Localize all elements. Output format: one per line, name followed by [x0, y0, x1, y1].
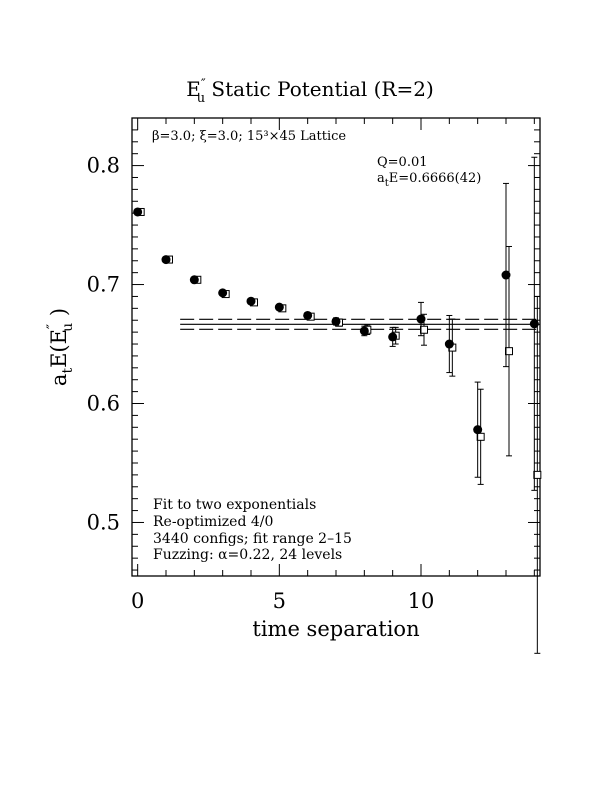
circle-point	[444, 339, 454, 349]
x-tick-label: 5	[273, 589, 286, 613]
circle-point	[274, 302, 284, 312]
circle-point	[189, 275, 199, 285]
circle-point	[133, 207, 143, 217]
circle-point	[246, 296, 256, 306]
note-line-3: 3440 configs; fit range 2–15	[153, 531, 352, 547]
square-point	[533, 470, 542, 479]
x-axis-label: time separation	[252, 617, 419, 641]
fit-band	[180, 318, 540, 330]
square-point	[420, 325, 428, 334]
square-point	[505, 347, 513, 356]
x-tick-label: 10	[408, 589, 435, 613]
lattice-label: β=3.0; ξ=3.0; 15³×45 Lattice	[152, 129, 346, 144]
circle-point	[161, 255, 171, 265]
tick-labels: 0 5 10 0.5 0.6 0.7 0.8	[87, 154, 435, 613]
note-line-1: Fit to two exponentials	[153, 497, 316, 513]
note-line-2: Re-optimized 4/0	[153, 514, 273, 530]
x-tick-label: 0	[131, 589, 144, 613]
fit-q-label: Q=0.01	[377, 155, 428, 170]
circle-point	[218, 288, 228, 298]
circle-point	[388, 332, 398, 342]
data-points	[133, 156, 542, 654]
y-axis-label: atE(E″u )	[45, 308, 76, 386]
circle-point	[359, 326, 369, 336]
circle-point	[331, 316, 341, 326]
y-tick-label: 0.6	[87, 392, 120, 416]
fit-energy-label: atE=0.6666(42)	[377, 171, 481, 189]
y-tick-label: 0.7	[87, 273, 120, 297]
circle-point	[529, 319, 539, 329]
circle-point	[473, 425, 483, 435]
chart-title: E″ u Static Potential (R=2)	[186, 77, 434, 106]
circle-point	[303, 310, 313, 320]
y-tick-label: 0.5	[87, 510, 120, 534]
y-tick-label: 0.8	[87, 154, 120, 178]
note-line-4: Fuzzing: α=0.22, 24 levels	[153, 547, 342, 563]
circle-point	[416, 314, 426, 324]
circle-point	[501, 270, 511, 280]
square-point	[476, 432, 485, 441]
